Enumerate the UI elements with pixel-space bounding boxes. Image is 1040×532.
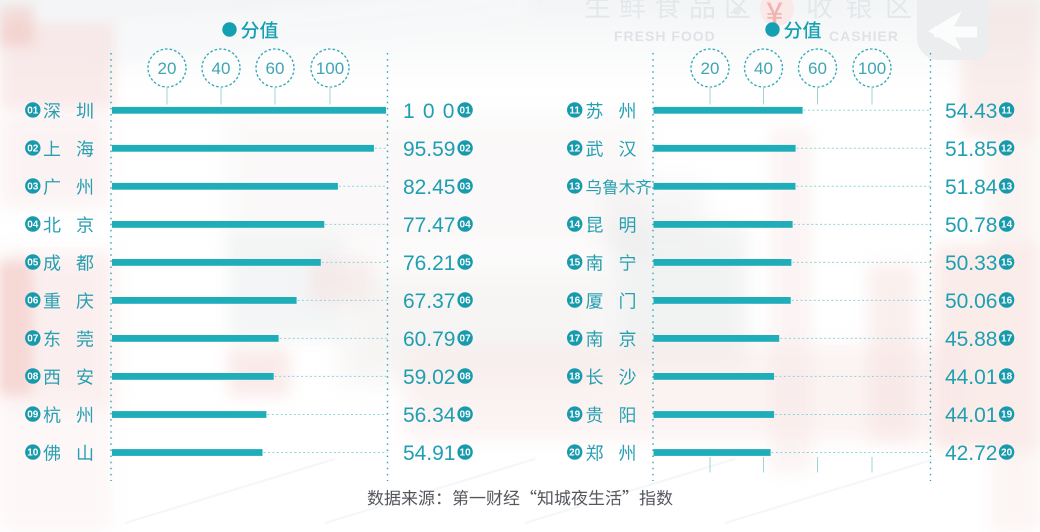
svg-text:07: 07 xyxy=(27,334,39,345)
svg-text:02: 02 xyxy=(460,144,472,155)
svg-text:54.91: 54.91 xyxy=(403,442,456,465)
svg-text:11: 11 xyxy=(1001,106,1012,117)
svg-text:03: 03 xyxy=(27,182,39,193)
svg-text:04: 04 xyxy=(460,220,472,231)
svg-text:02: 02 xyxy=(27,144,39,155)
svg-text:FRESH FOOD: FRESH FOOD xyxy=(614,28,716,44)
svg-text:95.59: 95.59 xyxy=(403,138,456,161)
svg-text:20: 20 xyxy=(569,448,581,459)
svg-text:08: 08 xyxy=(27,372,39,383)
svg-text:51.85: 51.85 xyxy=(945,138,998,161)
svg-text:04: 04 xyxy=(27,220,39,231)
svg-text:76.21: 76.21 xyxy=(403,252,456,275)
svg-text:19: 19 xyxy=(1001,410,1013,421)
svg-text:06: 06 xyxy=(460,296,472,307)
svg-text:50.06: 50.06 xyxy=(945,290,998,313)
svg-text:18: 18 xyxy=(569,372,581,383)
svg-text:40: 40 xyxy=(212,59,231,78)
svg-text:20: 20 xyxy=(158,59,177,78)
svg-text:20: 20 xyxy=(1001,448,1013,459)
svg-text:44.01: 44.01 xyxy=(945,404,998,427)
svg-text:17: 17 xyxy=(1001,334,1013,345)
svg-text:67.37: 67.37 xyxy=(403,290,456,313)
svg-text:100: 100 xyxy=(316,59,344,78)
svg-text:03: 03 xyxy=(460,182,472,193)
svg-text:45.88: 45.88 xyxy=(945,328,998,351)
svg-text:10: 10 xyxy=(27,448,39,459)
svg-text:40: 40 xyxy=(754,59,773,78)
svg-text:14: 14 xyxy=(1001,220,1013,231)
svg-text:56.34: 56.34 xyxy=(403,404,456,427)
svg-text:05: 05 xyxy=(460,258,472,269)
svg-text:07: 07 xyxy=(460,334,472,345)
svg-text:20: 20 xyxy=(701,59,720,78)
svg-text:01: 01 xyxy=(27,106,39,117)
svg-text:09: 09 xyxy=(460,410,472,421)
svg-text:42.72: 42.72 xyxy=(945,442,998,465)
svg-text:18: 18 xyxy=(1001,372,1013,383)
svg-text:16: 16 xyxy=(1001,296,1013,307)
svg-text:14: 14 xyxy=(569,220,581,231)
svg-text:100: 100 xyxy=(403,100,463,123)
svg-text:17: 17 xyxy=(569,334,581,345)
svg-text:44.01: 44.01 xyxy=(945,366,998,389)
svg-text:12: 12 xyxy=(1001,144,1013,155)
svg-text:15: 15 xyxy=(1001,258,1013,269)
svg-text:13: 13 xyxy=(1001,182,1013,193)
svg-text:50.78: 50.78 xyxy=(945,214,998,237)
svg-text:60: 60 xyxy=(808,59,827,78)
svg-text:11: 11 xyxy=(569,106,580,117)
svg-text:50.33: 50.33 xyxy=(945,252,998,275)
svg-text:15: 15 xyxy=(569,258,581,269)
svg-text:09: 09 xyxy=(27,410,39,421)
svg-text:10: 10 xyxy=(460,448,472,459)
svg-text:60.79: 60.79 xyxy=(403,328,456,351)
svg-text:05: 05 xyxy=(27,258,39,269)
svg-text:59.02: 59.02 xyxy=(403,366,456,389)
svg-text:51.84: 51.84 xyxy=(945,176,998,199)
svg-text:08: 08 xyxy=(460,372,472,383)
svg-text:CASHIER: CASHIER xyxy=(829,28,899,44)
svg-text:77.47: 77.47 xyxy=(403,214,456,237)
svg-text:82.45: 82.45 xyxy=(403,176,456,199)
svg-text:16: 16 xyxy=(569,296,581,307)
svg-text:12: 12 xyxy=(569,144,581,155)
svg-text:13: 13 xyxy=(569,182,581,193)
svg-text:19: 19 xyxy=(569,410,581,421)
svg-text:54.43: 54.43 xyxy=(945,100,998,123)
svg-text:100: 100 xyxy=(858,59,886,78)
svg-text:60: 60 xyxy=(266,59,285,78)
svg-text:06: 06 xyxy=(27,296,39,307)
svg-text:01: 01 xyxy=(460,106,472,117)
